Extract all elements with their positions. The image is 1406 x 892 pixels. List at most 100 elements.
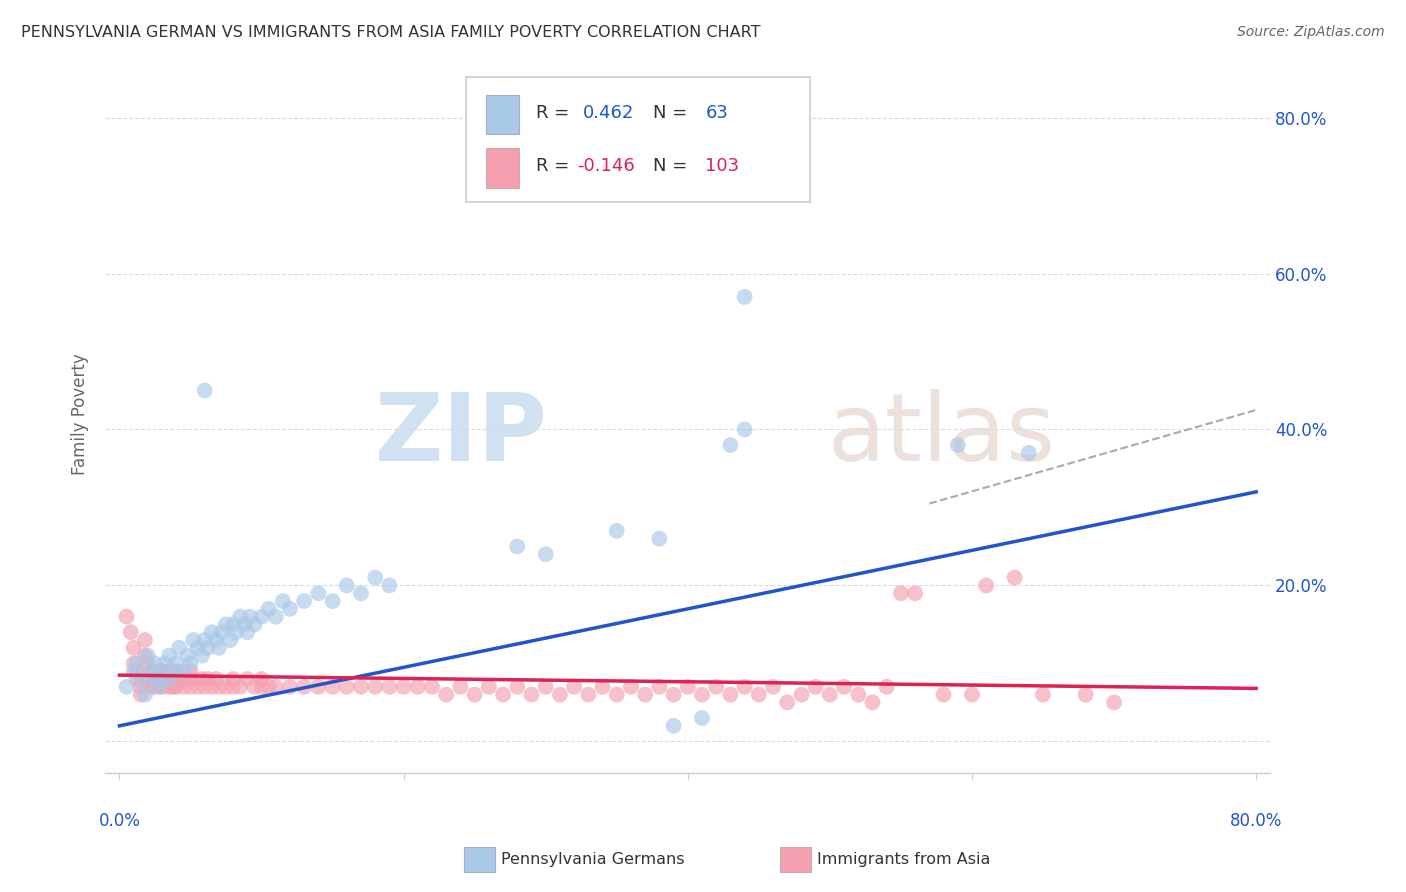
Point	[506, 680, 529, 694]
Point	[115, 609, 138, 624]
Point	[904, 586, 927, 600]
Text: N =: N =	[652, 157, 688, 176]
Point	[1032, 688, 1054, 702]
Point	[832, 680, 855, 694]
Point	[776, 695, 799, 709]
FancyBboxPatch shape	[467, 77, 810, 202]
Point	[271, 594, 294, 608]
Point	[179, 664, 201, 678]
Point	[208, 680, 231, 694]
Point	[648, 680, 671, 694]
FancyBboxPatch shape	[486, 95, 519, 134]
Point	[790, 688, 813, 702]
Point	[120, 625, 142, 640]
Point	[134, 688, 156, 702]
Point	[122, 640, 145, 655]
Point	[194, 633, 217, 648]
Point	[148, 664, 170, 678]
Point	[562, 680, 585, 694]
Point	[606, 524, 628, 538]
Point	[434, 688, 457, 702]
Point	[162, 672, 184, 686]
Point	[125, 664, 148, 678]
Point	[222, 617, 245, 632]
Point	[506, 540, 529, 554]
Point	[534, 680, 557, 694]
Point	[139, 680, 162, 694]
Text: 103: 103	[706, 157, 740, 176]
Point	[974, 578, 997, 592]
Text: R =: R =	[536, 157, 569, 176]
Text: PENNSYLVANIA GERMAN VS IMMIGRANTS FROM ASIA FAMILY POVERTY CORRELATION CHART: PENNSYLVANIA GERMAN VS IMMIGRANTS FROM A…	[21, 25, 761, 40]
Point	[690, 688, 713, 702]
Point	[129, 672, 152, 686]
Point	[134, 648, 156, 663]
Point	[804, 680, 827, 694]
Text: Pennsylvania Germans: Pennsylvania Germans	[501, 853, 685, 867]
Text: 63: 63	[706, 103, 728, 121]
Text: 0.462: 0.462	[583, 103, 634, 121]
Point	[179, 657, 201, 671]
Point	[734, 149, 756, 163]
Point	[278, 680, 301, 694]
Point	[322, 594, 344, 608]
Point	[205, 672, 228, 686]
Point	[1074, 688, 1097, 702]
Point	[257, 602, 280, 616]
Point	[150, 664, 173, 678]
Point	[143, 672, 166, 686]
Point	[846, 688, 869, 702]
Point	[406, 680, 429, 694]
Point	[278, 602, 301, 616]
Point	[322, 680, 344, 694]
Text: Immigrants from Asia: Immigrants from Asia	[817, 853, 990, 867]
Point	[243, 617, 266, 632]
Point	[122, 664, 145, 678]
Point	[292, 594, 315, 608]
Point	[157, 664, 180, 678]
Text: -0.146: -0.146	[576, 157, 636, 176]
Point	[690, 711, 713, 725]
Point	[150, 680, 173, 694]
Point	[478, 680, 501, 694]
Point	[378, 680, 401, 694]
Point	[350, 680, 373, 694]
Point	[122, 657, 145, 671]
Point	[492, 688, 515, 702]
Point	[134, 633, 156, 648]
Point	[606, 688, 628, 702]
Point	[172, 664, 194, 678]
Point	[115, 680, 138, 694]
Point	[250, 672, 273, 686]
Point	[720, 688, 742, 702]
Text: N =: N =	[652, 103, 688, 121]
Text: Source: ZipAtlas.com: Source: ZipAtlas.com	[1237, 25, 1385, 39]
Point	[1004, 571, 1026, 585]
Point	[172, 680, 194, 694]
Point	[215, 680, 238, 694]
Point	[167, 672, 190, 686]
Point	[250, 609, 273, 624]
Point	[876, 680, 898, 694]
Point	[762, 680, 785, 694]
Point	[162, 664, 184, 678]
Point	[960, 688, 983, 702]
Point	[176, 672, 198, 686]
Point	[148, 672, 170, 686]
Point	[233, 617, 256, 632]
Point	[139, 664, 162, 678]
Point	[191, 672, 214, 686]
Point	[167, 640, 190, 655]
Point	[520, 688, 543, 702]
Point	[620, 680, 643, 694]
Point	[143, 672, 166, 686]
Point	[292, 680, 315, 694]
Point	[125, 657, 148, 671]
Point	[464, 688, 486, 702]
Point	[179, 680, 201, 694]
Point	[648, 532, 671, 546]
Point	[187, 640, 209, 655]
Point	[225, 625, 247, 640]
Point	[307, 586, 329, 600]
Text: 80.0%: 80.0%	[1230, 812, 1282, 830]
